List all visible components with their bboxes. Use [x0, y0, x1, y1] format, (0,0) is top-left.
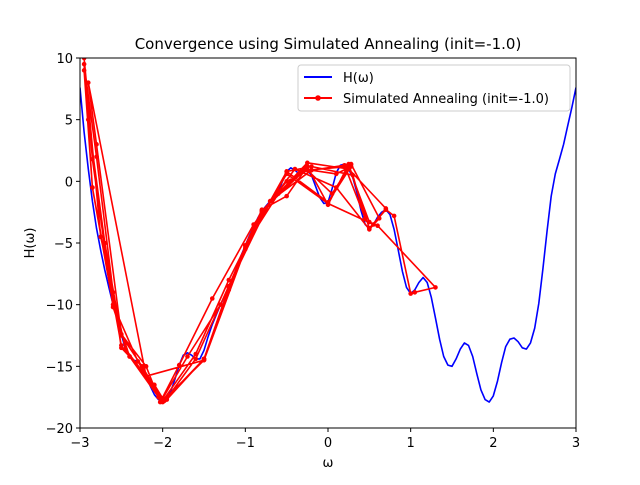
series-point-1 — [284, 179, 289, 184]
series-point-1 — [309, 164, 314, 169]
series-point-1 — [333, 185, 339, 190]
series-point-1 — [90, 185, 95, 190]
series-point-1 — [85, 80, 91, 85]
series-point-1 — [383, 206, 389, 211]
y-tick-label: 0 — [65, 175, 73, 190]
y-tick-label: −5 — [54, 237, 73, 252]
series-point-1 — [302, 165, 308, 171]
series-point-1 — [143, 373, 149, 379]
series-point-1 — [176, 362, 182, 368]
x-tick-label: −1 — [236, 436, 255, 451]
series-point-1 — [251, 222, 256, 227]
series-point-1 — [94, 154, 99, 159]
series-point-1 — [362, 216, 368, 221]
x-axis: −3 −2 −1 0 1 2 3 — [70, 428, 580, 451]
series-point-1 — [110, 290, 116, 295]
series-point-1 — [152, 382, 157, 388]
legend-marker-sa — [315, 95, 321, 101]
series-point-1 — [376, 216, 382, 221]
series-point-1 — [284, 193, 289, 199]
x-tick-label: −3 — [70, 436, 89, 451]
x-tick-label: 0 — [324, 436, 332, 451]
y-tick-label: −10 — [46, 299, 73, 314]
y-axis: −20 −15 −10 −5 0 5 10 — [46, 52, 80, 437]
series-point-1 — [329, 191, 335, 196]
series-point-1 — [90, 156, 95, 162]
series-point-1 — [433, 285, 438, 290]
chart-title: Convergence using Simulated Annealing (i… — [135, 35, 522, 53]
series-point-1 — [143, 364, 149, 369]
series-point-1 — [325, 200, 331, 205]
series-point-1 — [375, 223, 380, 229]
series-point-1 — [309, 167, 314, 173]
series-layer — [80, 58, 576, 405]
series-point-1 — [243, 243, 248, 248]
series-point-1 — [127, 354, 132, 359]
series-point-1 — [218, 302, 223, 307]
x-tick-label: −2 — [153, 436, 172, 451]
series-point-1 — [81, 61, 87, 67]
series-line-1 — [83, 58, 437, 403]
series-point-1 — [412, 290, 418, 295]
series-point-1 — [193, 356, 199, 362]
x-tick-label: 2 — [489, 436, 497, 451]
series-point-1 — [185, 354, 190, 359]
series-point-1 — [267, 198, 273, 204]
y-tick-label: 10 — [56, 52, 73, 67]
series-point-1 — [391, 213, 397, 219]
series-point-1 — [348, 164, 354, 169]
series-point-1 — [259, 208, 265, 214]
series-point-1 — [201, 357, 207, 363]
y-tick-label: 5 — [65, 114, 73, 129]
series-point-1 — [85, 117, 91, 122]
series-point-1 — [193, 351, 199, 357]
series-point-1 — [156, 394, 161, 400]
series-point-1 — [300, 169, 306, 174]
series-point-1 — [333, 171, 339, 177]
series-point-1 — [284, 169, 289, 174]
series-point-1 — [371, 222, 376, 227]
x-tick-label: 3 — [572, 436, 580, 451]
series-point-1 — [98, 234, 103, 240]
y-tick-label: −20 — [46, 422, 73, 437]
series-point-1 — [94, 142, 99, 147]
x-axis-label: ω — [323, 456, 334, 471]
series-point-1 — [276, 191, 281, 196]
series-point-1 — [251, 228, 256, 233]
series-point-1 — [367, 227, 372, 232]
series-point-1 — [110, 304, 116, 310]
series-point-1 — [226, 277, 232, 283]
legend-label-sa: Simulated Annealing (init=-1.0) — [343, 92, 549, 107]
legend: H(ω) Simulated Annealing (init=-1.0) — [297, 64, 571, 112]
series-point-1 — [139, 364, 145, 369]
y-axis-label: H(ω) — [23, 228, 38, 259]
series-point-1 — [119, 345, 124, 351]
series-point-1 — [292, 166, 298, 172]
legend-box — [297, 64, 571, 112]
series-point-1 — [164, 396, 170, 401]
series-point-1 — [305, 160, 310, 166]
y-tick-label: −15 — [46, 360, 73, 375]
series-point-1 — [157, 399, 163, 405]
x-tick-label: 1 — [407, 436, 415, 451]
series-point-1 — [350, 172, 356, 178]
series-point-1 — [408, 291, 413, 296]
series-point-1 — [367, 219, 372, 225]
series-point-1 — [81, 58, 87, 61]
series-point-1 — [135, 359, 141, 364]
legend-label-h: H(ω) — [343, 71, 374, 86]
series-point-1 — [243, 246, 248, 252]
series-point-1 — [102, 240, 108, 246]
series-point-1 — [119, 331, 124, 337]
series-point-1 — [226, 283, 232, 289]
series-point-1 — [342, 163, 347, 168]
series-point-1 — [81, 68, 87, 73]
series-point-1 — [209, 296, 215, 301]
series-point-1 — [123, 346, 128, 352]
